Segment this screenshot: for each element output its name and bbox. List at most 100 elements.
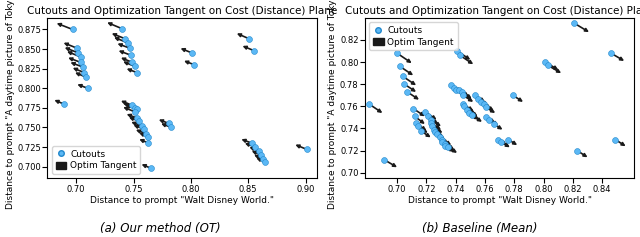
Legend: Cutouts, Optim Tangent: Cutouts, Optim Tangent (369, 22, 458, 50)
Point (484, 118, 495, 122)
Point (437, 140, 447, 144)
Point (143, 135, 154, 139)
Point (611, 138, 621, 141)
X-axis label: Distance to prompt "Walt Disney World.": Distance to prompt "Walt Disney World." (90, 196, 275, 205)
Point (301, 147, 312, 151)
Point (452, 49, 462, 53)
Point (141, 132, 151, 136)
Point (126, 53, 136, 57)
Point (129, 110, 140, 114)
Point (76, 55, 86, 59)
Point (129, 106, 140, 110)
Point (462, 108, 472, 112)
Title: Cutouts and Optimization Tangent on Cost (Distance) Plane: Cutouts and Optimization Tangent on Cost… (344, 5, 640, 16)
Point (127, 60, 138, 64)
Point (145, 166, 156, 170)
Point (423, 114, 433, 118)
Point (496, 140, 506, 144)
Point (120, 37, 131, 41)
Point (455, 54, 465, 57)
Point (164, 122, 174, 125)
Point (58, 102, 68, 106)
Point (451, 88, 461, 92)
Point (189, 63, 200, 67)
Point (454, 88, 464, 92)
Point (493, 138, 503, 141)
Point (392, 51, 402, 55)
Point (136, 124, 147, 128)
Point (134, 119, 145, 123)
Point (446, 83, 456, 87)
Point (253, 149, 264, 153)
Point (412, 124, 422, 128)
Point (408, 107, 419, 110)
Point (606, 51, 616, 55)
Point (489, 122, 499, 126)
Point (467, 113, 477, 117)
Point (410, 114, 420, 118)
Point (430, 130, 440, 134)
Point (431, 132, 442, 136)
Point (429, 128, 439, 132)
Point (540, 60, 550, 64)
Point (132, 108, 142, 111)
Point (460, 105, 470, 108)
Point (572, 149, 582, 153)
Point (125, 46, 135, 50)
Point (117, 27, 127, 31)
Point (127, 104, 138, 107)
Point (426, 118, 436, 122)
Point (244, 37, 255, 41)
Point (449, 86, 460, 89)
Point (78, 65, 88, 69)
Point (81, 75, 92, 79)
Point (476, 100, 486, 104)
Point (427, 124, 437, 128)
Point (364, 102, 374, 106)
Point (440, 144, 451, 148)
Point (402, 90, 412, 94)
Point (456, 90, 467, 94)
Point (379, 158, 389, 161)
Point (398, 75, 408, 78)
Point (74, 51, 84, 55)
Y-axis label: Distance to prompt "A daytime picture of Tokyo.": Distance to prompt "A daytime picture of… (328, 0, 337, 209)
Point (481, 115, 492, 119)
Point (458, 93, 468, 97)
Text: (a) Our method (OT): (a) Our method (OT) (100, 222, 220, 235)
Point (260, 160, 271, 164)
Point (569, 21, 579, 25)
Point (72, 46, 83, 50)
Point (399, 82, 410, 86)
Point (250, 145, 260, 149)
Point (132, 71, 142, 74)
Point (68, 27, 78, 31)
Point (187, 51, 197, 55)
Point (249, 49, 259, 53)
Point (415, 129, 426, 133)
Text: (b) Baseline (Mean): (b) Baseline (Mean) (422, 222, 538, 235)
Point (435, 136, 445, 139)
Point (458, 102, 468, 106)
Point (256, 153, 266, 157)
Point (143, 141, 154, 145)
Point (440, 142, 451, 146)
Point (258, 157, 268, 161)
Point (83, 86, 93, 90)
Title: Cutouts and Optimization Tangent on Cost (Distance) Plane: Cutouts and Optimization Tangent on Cost… (27, 5, 337, 16)
Point (132, 116, 142, 120)
Point (395, 64, 405, 68)
Point (479, 102, 489, 106)
Point (139, 127, 149, 131)
Legend: Cutouts, Optim Tangent: Cutouts, Optim Tangent (52, 146, 140, 174)
Point (411, 121, 421, 125)
Point (420, 110, 430, 114)
Point (543, 64, 553, 67)
Point (246, 141, 257, 145)
Point (481, 105, 492, 109)
Point (508, 93, 518, 97)
Point (166, 126, 177, 129)
Point (503, 138, 513, 141)
X-axis label: Distance to prompt "Walt Disney World.": Distance to prompt "Walt Disney World." (408, 196, 591, 205)
Y-axis label: Distance to prompt "A daytime picture of Tokyo.": Distance to prompt "A daytime picture of… (6, 0, 15, 209)
